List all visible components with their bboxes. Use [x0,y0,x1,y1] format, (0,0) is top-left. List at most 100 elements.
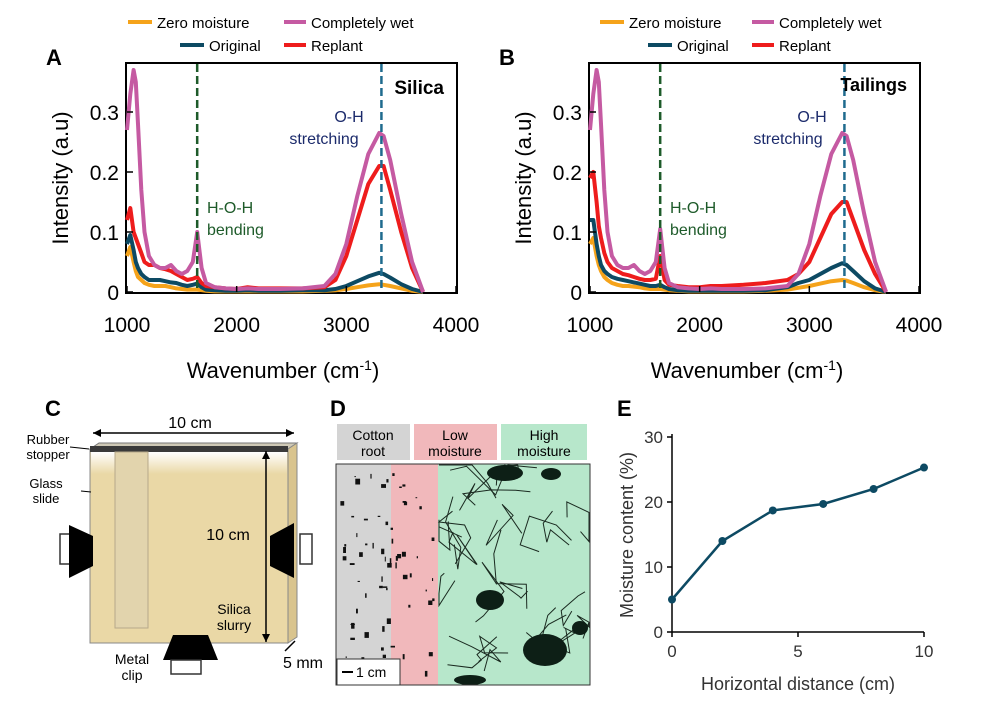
crack-speck [390,527,393,530]
series-line-wet [125,68,425,293]
crack-blob [454,675,486,685]
crack-speck [432,598,435,602]
crack-speck [386,618,391,624]
legend-label-replant: Replant [779,38,832,55]
tick-layer: 1000 2000 3000 4000 0 0.1 0.2 0.3 [90,102,480,337]
series-layer [668,463,928,604]
x-tick-label: 0 [667,642,676,661]
clip-label-line1: Metal [115,651,149,667]
low-moisture-label-line1: Low [442,427,469,443]
panel-b-chart: 1000 2000 3000 4000 0 0.1 0.2 0.3 Tailings H-O-… [511,62,943,383]
crack-speck [351,515,355,518]
series-line-wet [588,68,888,293]
crack-speck [363,518,368,521]
crack-speck [397,554,402,559]
y-tick-label: 0.1 [553,222,582,245]
panel-letter-e: E [617,396,632,421]
slurry-label-line1: Silica [217,601,251,617]
crack-speck [382,626,385,632]
legend-label-original: Original [209,38,261,55]
sample-frame [335,463,591,686]
crack-line [437,510,472,565]
left-clip [69,525,93,578]
oh-label-line1: O-H [797,109,826,126]
width-arrowhead-left [93,429,101,437]
moisture-point [819,499,828,508]
crack-speck [356,533,358,538]
legend-label-original: Original [677,38,729,55]
vline-layer [195,64,383,292]
series-line-replant [125,164,425,293]
crack-speck [425,589,427,592]
y-tick-label: 0.1 [90,222,119,245]
low-moisture-label-line2: moisture [428,443,482,459]
panel-e-chart: 0 5 10 0 10 20 30 Horizontal distance (cm) Moi… [617,428,933,694]
depth-label: 5 mm [283,655,323,672]
crack-speck [361,657,365,660]
crack-speck [385,521,389,526]
crack-speck [395,562,397,569]
moisture-point [668,595,676,604]
crack-speck [408,604,411,608]
crack-speck [432,578,434,581]
x-tick-label: 10 [915,642,934,661]
crack-line [448,635,502,672]
crack-speck [392,473,395,476]
crack-speck [351,622,355,629]
panel-letter-c: C [45,396,61,421]
legend-b: Zero moisture Completely wet Original Re… [600,15,882,55]
crack-speck [402,654,405,660]
crack-speck [364,632,369,638]
clip-label-line2: clip [121,667,142,683]
legend-label-wet: Completely wet [311,15,414,32]
crack-line [542,510,570,546]
cotton-root-label-line2: root [361,443,385,459]
crack-speck [381,576,383,582]
crack-speck [389,558,392,564]
oh-label-line2: stretching [289,131,358,148]
crack-blob [523,634,567,666]
material-title: Silica [394,78,444,99]
crack-speck [424,670,428,677]
material-title: Tailings [840,75,907,95]
bottom-clip [163,635,218,660]
crack-line [566,501,590,543]
crack-speck [354,476,356,478]
y-tick-label: 0.3 [90,102,119,125]
high-moisture-header [501,424,587,460]
y-tick-label: 0.2 [553,162,582,185]
rubber-leader [69,446,90,450]
depth-dimension-line [284,640,296,652]
crack-speck [415,497,418,499]
y-tick-label: 0 [107,282,119,305]
x-tick-label: 1000 [104,314,151,337]
crack-line [519,515,572,553]
crack-speck [377,515,381,517]
x-tick-label: 4000 [896,314,943,337]
cotton-root-header [337,424,410,460]
crack-line [475,561,505,623]
crack-speck [381,484,386,488]
x-tick-label: 3000 [786,314,833,337]
right-clip-handle [299,533,313,565]
width-label: 10 cm [168,415,212,432]
crack-speck [372,542,374,549]
crack-speck [382,586,388,588]
x-tick-label: 1000 [567,314,614,337]
crack-line [447,636,498,669]
crack-speck [381,548,385,555]
series-line-replant [588,170,888,294]
crack-speck [402,501,407,503]
crack-speck [342,556,347,561]
crack-speck [416,556,418,559]
hoh-label-line1: H-O-H [207,200,253,217]
y-tick-label: 30 [644,428,663,447]
crack-speck [349,563,355,565]
crack-line [449,464,537,496]
crack-line [478,635,509,662]
x-axis-label: Wavenumber (cm-1) [187,357,380,383]
series-layer [125,68,425,294]
crack-speck [357,580,360,582]
crack-speck [402,574,408,580]
